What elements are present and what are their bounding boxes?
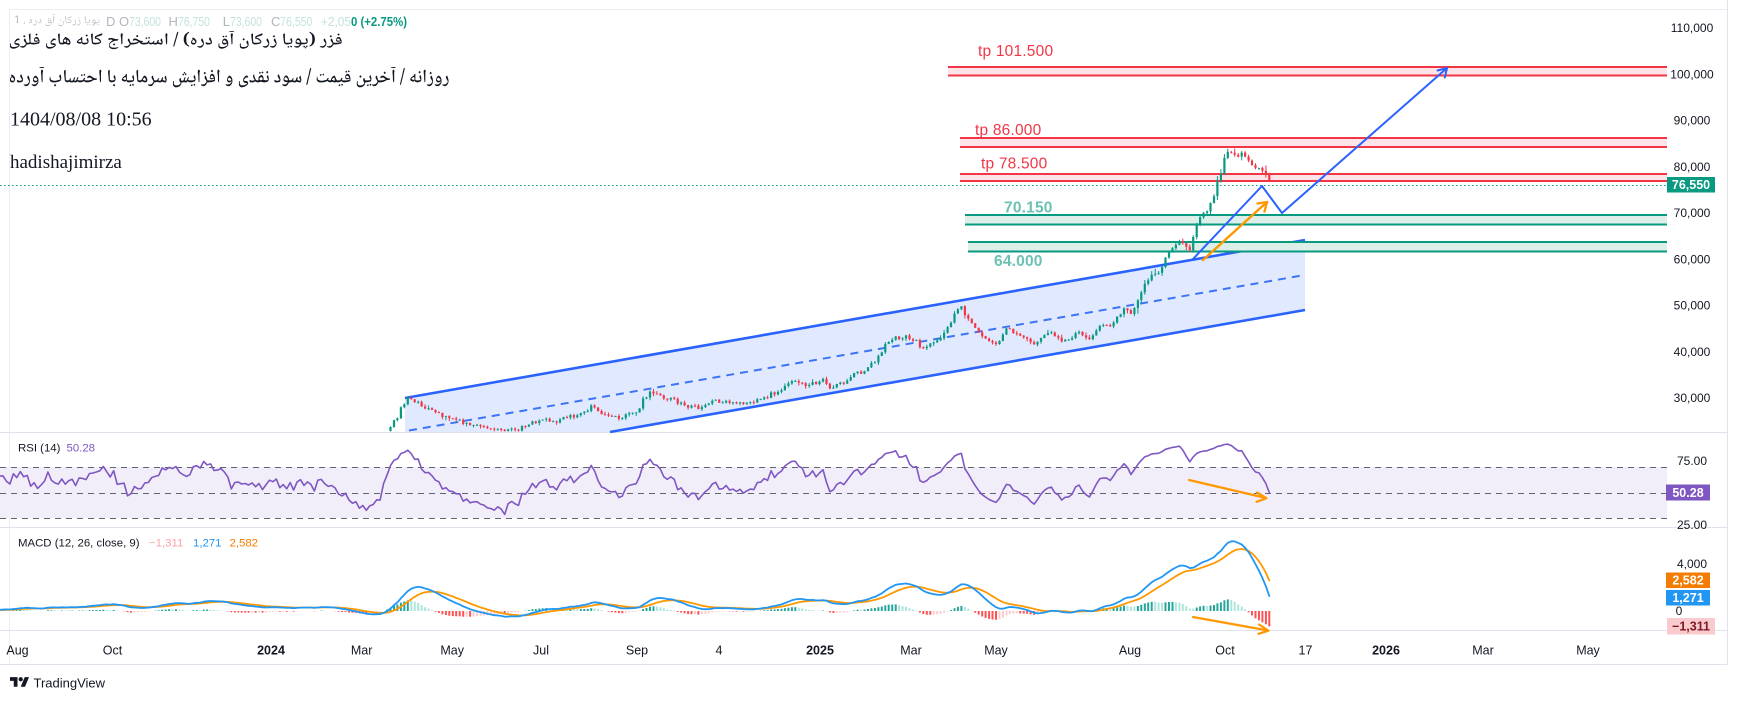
svg-text:O: O [119,14,129,29]
svg-text:76,550: 76,550 [280,14,312,29]
svg-text:Aug: Aug [1119,644,1141,658]
svg-text:50,000: 50,000 [1674,299,1711,313]
svg-text:1,271: 1,271 [193,538,222,550]
svg-text:80,000: 80,000 [1674,160,1711,174]
svg-text:−1,311: −1,311 [1672,620,1710,634]
svg-text:Mar: Mar [900,644,922,658]
svg-text:D: D [106,14,115,29]
svg-text:2026: 2026 [1372,644,1400,658]
svg-text:73,600: 73,600 [230,14,262,29]
svg-text:90,000: 90,000 [1674,114,1711,128]
svg-text:C: C [271,14,280,29]
svg-text:Oct: Oct [103,644,123,658]
svg-text:Sep: Sep [626,644,648,658]
svg-text:Jul: Jul [533,644,549,658]
svg-text:2024: 2024 [257,644,285,658]
svg-text:1,271: 1,271 [1672,591,1703,605]
svg-text:Mar: Mar [1472,644,1494,658]
svg-text:H: H [169,14,178,29]
svg-text:−1,311: −1,311 [149,538,183,550]
svg-text:L: L [223,14,230,29]
svg-text:2,582: 2,582 [230,538,259,550]
svg-text:17: 17 [1299,644,1313,658]
svg-text:May: May [984,644,1008,658]
svg-text:64.000: 64.000 [994,253,1043,270]
svg-text:30,000: 30,000 [1674,391,1711,405]
svg-text:76,550: 76,550 [1672,178,1710,192]
svg-text:50.28: 50.28 [1672,486,1703,500]
svg-text:4,000: 4,000 [1677,557,1707,571]
svg-text:TradingView: TradingView [34,676,106,691]
svg-text:25.00: 25.00 [1677,518,1707,532]
svg-text:40,000: 40,000 [1674,345,1711,359]
svg-text:4: 4 [716,644,723,658]
svg-text:Oct: Oct [1215,644,1235,658]
svg-text:2,582: 2,582 [1672,574,1703,588]
svg-text:MACD (12, 26, close, 9): MACD (12, 26, close, 9) [18,538,140,550]
svg-text:50.28: 50.28 [67,443,96,455]
svg-text:73,600: 73,600 [129,14,161,29]
svg-text:Aug: Aug [6,644,28,658]
svg-text:RSI (14): RSI (14) [18,443,61,455]
svg-text:2025: 2025 [806,644,834,658]
svg-text:1404/08/08 10:56: 1404/08/08 10:56 [10,109,152,131]
svg-text:60,000: 60,000 [1674,252,1711,266]
svg-text:hadishajimirza: hadishajimirza [10,152,122,173]
svg-text:76,750: 76,750 [178,14,210,29]
svg-text:0 (+2.75%): 0 (+2.75%) [351,14,407,29]
svg-text:tp 78.500: tp 78.500 [981,156,1048,173]
svg-text:Mar: Mar [351,644,373,658]
svg-text:70,000: 70,000 [1674,206,1711,220]
svg-text:tp 101.500: tp 101.500 [978,43,1053,60]
svg-text:100,000: 100,000 [1670,68,1714,82]
svg-text:110,000: 110,000 [1671,21,1714,35]
svg-text:May: May [1576,644,1600,658]
svg-text:tp 86.000: tp 86.000 [975,122,1042,139]
svg-text:70.150: 70.150 [1004,200,1053,217]
svg-text:75.00: 75.00 [1677,454,1707,468]
svg-text:+2,05: +2,05 [321,14,351,29]
svg-text:May: May [440,644,464,658]
svg-text:0: 0 [1676,604,1683,618]
